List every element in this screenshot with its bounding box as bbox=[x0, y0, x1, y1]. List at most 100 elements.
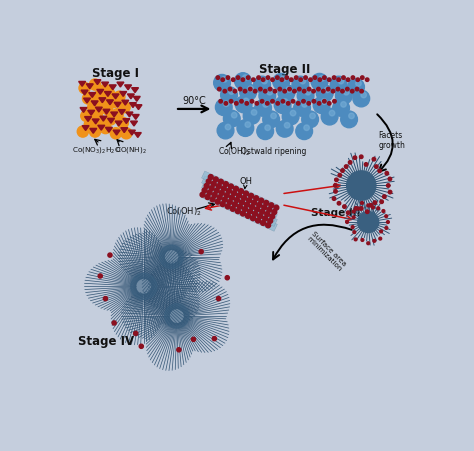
Circle shape bbox=[311, 74, 328, 91]
Circle shape bbox=[334, 190, 337, 193]
Circle shape bbox=[260, 100, 264, 104]
Circle shape bbox=[261, 79, 265, 82]
Text: OH: OH bbox=[239, 176, 253, 189]
Circle shape bbox=[252, 201, 256, 206]
Circle shape bbox=[361, 93, 366, 99]
Polygon shape bbox=[130, 122, 137, 127]
Circle shape bbox=[318, 102, 321, 106]
Circle shape bbox=[378, 170, 382, 173]
Polygon shape bbox=[98, 126, 105, 131]
Text: CO(NH)$_2$: CO(NH)$_2$ bbox=[115, 145, 146, 155]
Circle shape bbox=[313, 77, 317, 80]
Polygon shape bbox=[128, 131, 136, 136]
Circle shape bbox=[332, 198, 336, 201]
Circle shape bbox=[255, 102, 259, 106]
Circle shape bbox=[276, 121, 293, 138]
Polygon shape bbox=[95, 108, 102, 113]
Circle shape bbox=[352, 211, 355, 213]
Circle shape bbox=[228, 88, 232, 92]
Circle shape bbox=[292, 90, 296, 94]
Circle shape bbox=[82, 94, 94, 105]
Polygon shape bbox=[99, 99, 106, 103]
Circle shape bbox=[250, 100, 254, 104]
Circle shape bbox=[337, 202, 341, 206]
Circle shape bbox=[90, 80, 100, 91]
Circle shape bbox=[212, 193, 217, 198]
Circle shape bbox=[351, 226, 354, 229]
Circle shape bbox=[103, 88, 115, 100]
Circle shape bbox=[328, 79, 331, 82]
Circle shape bbox=[243, 99, 249, 105]
Circle shape bbox=[294, 77, 298, 80]
Polygon shape bbox=[135, 106, 142, 110]
Polygon shape bbox=[97, 90, 104, 95]
Circle shape bbox=[332, 77, 336, 80]
Circle shape bbox=[231, 113, 237, 119]
Polygon shape bbox=[89, 93, 96, 98]
Circle shape bbox=[259, 88, 276, 105]
Circle shape bbox=[246, 214, 250, 219]
Circle shape bbox=[219, 100, 222, 104]
Polygon shape bbox=[80, 108, 87, 113]
Circle shape bbox=[217, 297, 221, 301]
Circle shape bbox=[235, 74, 251, 90]
Circle shape bbox=[343, 205, 346, 209]
Circle shape bbox=[302, 102, 307, 108]
Circle shape bbox=[200, 193, 205, 198]
Circle shape bbox=[101, 104, 113, 115]
Circle shape bbox=[274, 97, 291, 114]
Circle shape bbox=[160, 245, 183, 269]
Circle shape bbox=[344, 90, 349, 96]
Circle shape bbox=[191, 337, 196, 342]
Circle shape bbox=[221, 79, 225, 82]
Circle shape bbox=[222, 78, 227, 83]
Circle shape bbox=[380, 201, 383, 204]
Circle shape bbox=[229, 196, 234, 201]
FancyBboxPatch shape bbox=[201, 191, 277, 232]
Circle shape bbox=[345, 166, 348, 169]
Polygon shape bbox=[79, 82, 86, 87]
Circle shape bbox=[367, 242, 370, 245]
Circle shape bbox=[297, 102, 300, 106]
Circle shape bbox=[243, 76, 248, 81]
Polygon shape bbox=[100, 117, 107, 122]
Circle shape bbox=[79, 83, 90, 94]
Circle shape bbox=[235, 97, 252, 114]
Circle shape bbox=[218, 88, 221, 92]
Circle shape bbox=[330, 77, 347, 94]
Circle shape bbox=[112, 321, 116, 325]
Polygon shape bbox=[103, 110, 110, 115]
Circle shape bbox=[103, 297, 108, 301]
Circle shape bbox=[341, 90, 344, 94]
Circle shape bbox=[235, 102, 238, 106]
Circle shape bbox=[205, 195, 210, 200]
Circle shape bbox=[321, 100, 327, 105]
Circle shape bbox=[386, 184, 390, 188]
Circle shape bbox=[290, 79, 293, 82]
Circle shape bbox=[247, 210, 253, 214]
Circle shape bbox=[274, 206, 279, 211]
Circle shape bbox=[259, 199, 264, 203]
Circle shape bbox=[255, 219, 261, 224]
Circle shape bbox=[245, 102, 248, 106]
Circle shape bbox=[223, 90, 227, 94]
Circle shape bbox=[267, 208, 272, 213]
Circle shape bbox=[284, 123, 290, 129]
Circle shape bbox=[317, 88, 320, 92]
Text: Co(OH)$_2$: Co(OH)$_2$ bbox=[218, 145, 251, 158]
Circle shape bbox=[98, 274, 102, 278]
Circle shape bbox=[211, 182, 216, 187]
Circle shape bbox=[353, 231, 356, 234]
Circle shape bbox=[254, 77, 271, 94]
Circle shape bbox=[258, 214, 263, 219]
Circle shape bbox=[338, 174, 342, 178]
FancyBboxPatch shape bbox=[201, 176, 277, 217]
Circle shape bbox=[353, 156, 356, 160]
Circle shape bbox=[245, 123, 251, 128]
Circle shape bbox=[276, 102, 280, 106]
Circle shape bbox=[77, 127, 88, 138]
Circle shape bbox=[93, 92, 104, 103]
Circle shape bbox=[245, 203, 249, 207]
Circle shape bbox=[338, 79, 344, 85]
Polygon shape bbox=[108, 119, 115, 124]
